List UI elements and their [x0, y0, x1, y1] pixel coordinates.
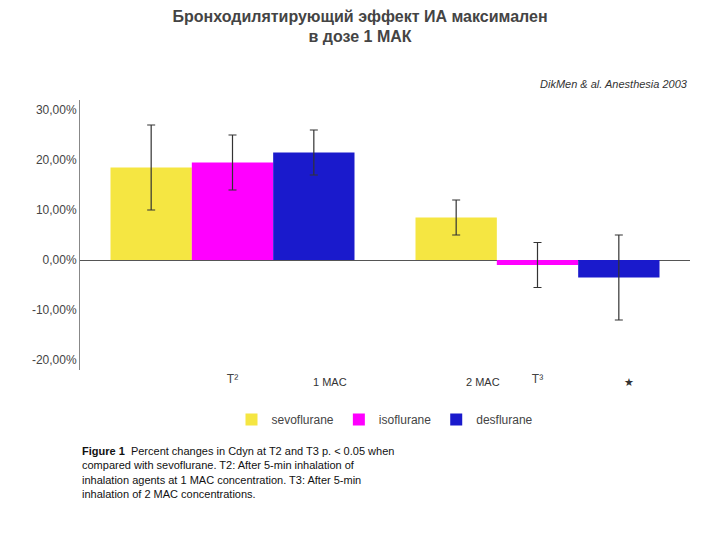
svg-text:Figure 1 Percent changes in C: Figure 1 Percent changes in Cdyn at T2 a…	[82, 445, 394, 500]
svg-text:desflurane: desflurane	[476, 413, 532, 427]
svg-text:-10,00%: -10,00%	[32, 303, 77, 317]
svg-text:10,00%: 10,00%	[36, 203, 77, 217]
svg-text:1 MAC: 1 MAC	[313, 376, 347, 388]
svg-text:sevoflurane: sevoflurane	[272, 413, 334, 427]
svg-text:0,00%: 0,00%	[43, 253, 77, 267]
svg-text:2 MAC: 2 MAC	[466, 376, 500, 388]
svg-text:T²: T²	[227, 372, 238, 386]
svg-text:DikMen & al. Anesthesia 2003: DikMen & al. Anesthesia 2003	[540, 78, 688, 90]
svg-text:30,00%: 30,00%	[36, 103, 77, 117]
svg-text:T³: T³	[532, 372, 543, 386]
svg-text:20,00%: 20,00%	[36, 153, 77, 167]
svg-text:★: ★	[624, 376, 634, 388]
svg-text:-20,00%: -20,00%	[32, 353, 77, 367]
svg-text:isoflurane: isoflurane	[379, 413, 431, 427]
svg-text:Бронходилятирующий эффект ИА м: Бронходилятирующий эффект ИА максималенв…	[172, 8, 547, 46]
